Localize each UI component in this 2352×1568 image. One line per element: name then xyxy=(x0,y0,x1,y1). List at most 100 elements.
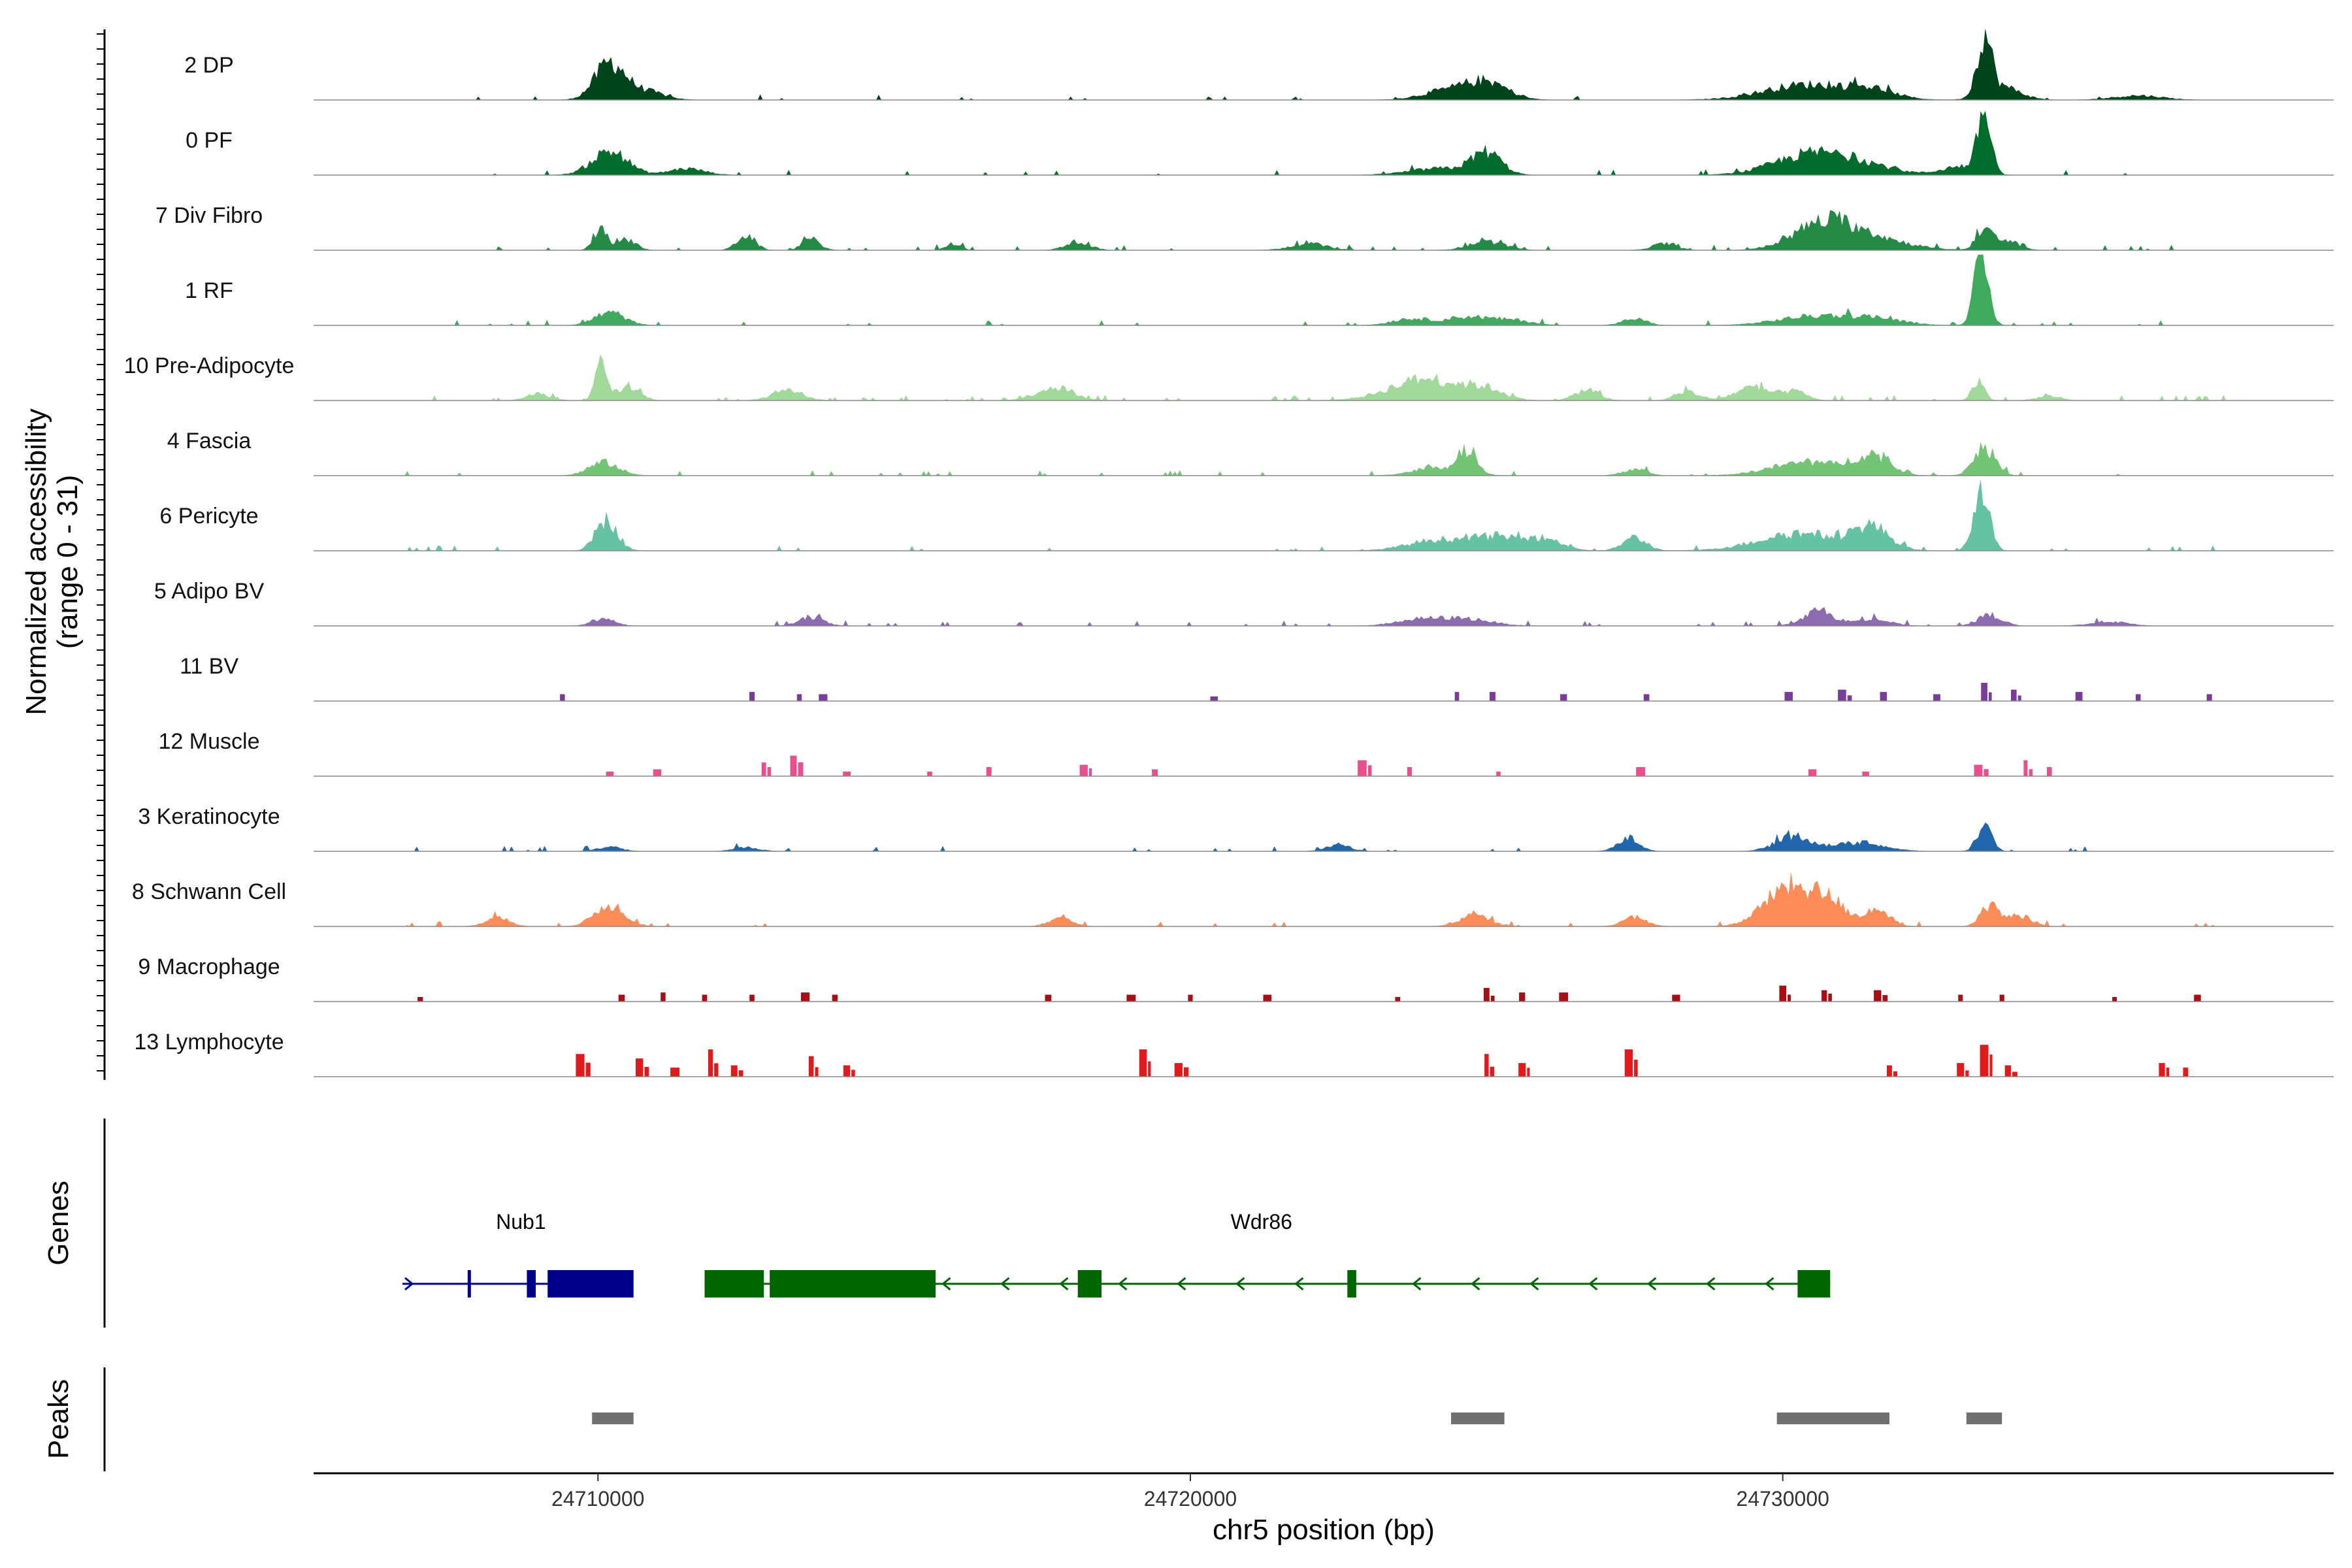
signal-bar xyxy=(2159,1063,2165,1077)
track-label: 10 Pre-Adipocyte xyxy=(124,353,295,378)
gene-exon xyxy=(467,1270,471,1298)
signal-bar xyxy=(670,1068,680,1077)
signal-bar xyxy=(1407,767,1412,776)
signal-bar xyxy=(796,694,802,701)
signal-bar xyxy=(1088,768,1092,776)
signal-bar xyxy=(749,692,755,701)
gene-exon xyxy=(770,1270,936,1298)
track-label: 13 Lymphocyte xyxy=(134,1030,284,1054)
signal-bar xyxy=(644,1067,649,1077)
signal-bar xyxy=(1999,994,2004,1002)
signal-bar xyxy=(808,1056,814,1077)
peak-region xyxy=(1966,1413,2002,1424)
strand-arrow xyxy=(1471,1277,1480,1291)
signal-bar xyxy=(2023,760,2028,776)
signal-bar xyxy=(1636,767,1646,776)
track-label: 11 BV xyxy=(180,654,238,679)
x-tick-label: 24720000 xyxy=(1144,1487,1237,1511)
signal-bar xyxy=(1988,692,1992,701)
signal-bar xyxy=(1784,692,1793,701)
signal-area xyxy=(467,210,2174,251)
signal-bar xyxy=(767,767,771,776)
peaks-section: Peaks xyxy=(42,1367,2002,1471)
signal-bar xyxy=(927,772,932,776)
gene-label: Nub1 xyxy=(496,1210,546,1233)
signal-bar xyxy=(1519,992,1526,1002)
track-2-dp xyxy=(314,29,2334,101)
peak-region xyxy=(1451,1413,1505,1424)
signal-bar xyxy=(1974,764,1983,776)
signal-bar xyxy=(2017,695,2021,701)
signal-bar xyxy=(819,694,828,701)
track-7-div-fibro xyxy=(314,210,2334,251)
signal-bar xyxy=(986,767,992,776)
signal-bar xyxy=(606,772,614,776)
signal-bar xyxy=(2004,1065,2011,1077)
signal-bar xyxy=(1965,1070,1969,1077)
signal-bar xyxy=(1981,683,1987,701)
signal-bar xyxy=(790,755,797,776)
signal-bar xyxy=(560,694,565,701)
strand-arrow xyxy=(1235,1277,1245,1291)
signal-bar xyxy=(1887,1065,1892,1077)
signal-bar xyxy=(2136,694,2141,701)
track-label: 1 RF xyxy=(185,278,233,303)
signal-bar xyxy=(1527,1068,1530,1077)
signal-bar xyxy=(1484,1054,1489,1077)
strand-arrow xyxy=(1529,1277,1539,1291)
signal-bar xyxy=(1862,772,1869,776)
signal-bar xyxy=(851,1070,855,1077)
signal-bar xyxy=(708,1049,713,1077)
signal-bar xyxy=(798,762,804,776)
strand-arrow xyxy=(1588,1277,1598,1291)
track-label: 2 DP xyxy=(184,53,234,78)
signal-bar xyxy=(738,1070,743,1077)
track-0-pf xyxy=(314,110,2334,176)
gene-exon xyxy=(1077,1270,1102,1298)
gene-exon xyxy=(704,1270,764,1298)
signal-bar xyxy=(1152,769,1158,776)
signal-bar xyxy=(2012,1071,2017,1077)
signal-bar xyxy=(761,762,766,776)
gene-exon xyxy=(1347,1270,1356,1298)
signal-bar xyxy=(2166,1068,2170,1077)
strand-arrow xyxy=(1765,1277,1774,1291)
signal-bar xyxy=(1518,1063,1526,1077)
signal-bar xyxy=(1980,1045,1989,1077)
track-8-schwann-cell xyxy=(314,873,2334,927)
track-label: 9 Macrophage xyxy=(138,955,280,979)
track-10-pre-adipocyte xyxy=(314,354,2334,401)
signal-bar xyxy=(1263,994,1272,1002)
signal-bar xyxy=(730,1065,738,1077)
track-label: 3 Keratinocyte xyxy=(138,804,280,829)
signal-bar xyxy=(1395,997,1401,1002)
signal-bar xyxy=(1933,694,1940,701)
track-label: 6 Pericyte xyxy=(159,504,258,529)
track-1-rf xyxy=(314,254,2334,326)
signal-bar xyxy=(815,1067,819,1077)
signal-bar xyxy=(585,1062,591,1077)
track-13-lymphocyte xyxy=(314,1045,2334,1077)
strand-arrow xyxy=(1000,1277,1010,1291)
gene-models: Nub1 Wdr86 xyxy=(402,1210,1831,1298)
x-axis-title: chr5 position (bp) xyxy=(1213,1514,1435,1546)
x-tick-label: 24730000 xyxy=(1737,1487,1829,1511)
track-11-bv xyxy=(314,683,2334,702)
signal-bar xyxy=(1882,995,1888,1002)
track-5-adipo-bv xyxy=(314,607,2334,627)
signal-bar xyxy=(1672,994,1680,1002)
track-label: 4 Fascia xyxy=(167,429,252,453)
signal-bar xyxy=(2183,1068,2189,1077)
signal-bar xyxy=(1893,1071,1897,1077)
y-axis-title: Normalized accessibility (range 0 - 31) xyxy=(20,408,84,715)
signal-bar xyxy=(2112,997,2117,1002)
signal-bar xyxy=(1045,994,1052,1002)
signal-bar xyxy=(2206,694,2212,701)
track-4-fascia xyxy=(314,442,2334,476)
strand-arrow xyxy=(1177,1277,1186,1291)
signal-bar xyxy=(1643,694,1650,701)
signal-bar xyxy=(714,1063,719,1077)
signal-bar xyxy=(618,994,625,1002)
x-tick-label: 24710000 xyxy=(551,1487,644,1511)
